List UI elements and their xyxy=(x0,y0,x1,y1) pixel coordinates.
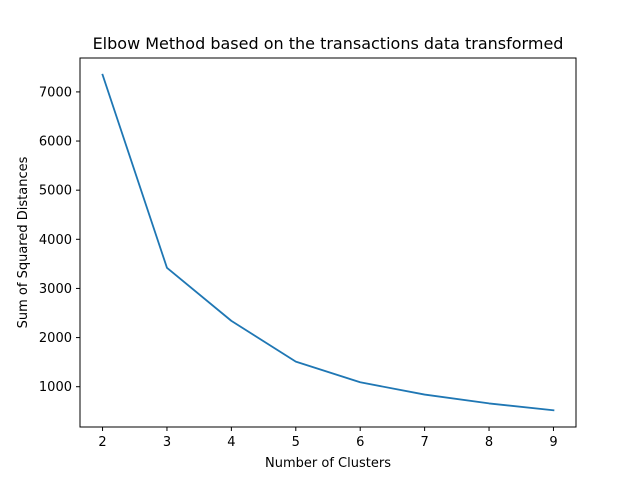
x-tick-label-8: 8 xyxy=(485,435,493,450)
y-axis: 1000 2000 3000 4000 5000 6000 7000 xyxy=(39,85,80,395)
data-point-8 xyxy=(487,401,491,405)
data-point-6 xyxy=(358,380,362,384)
data-point-5 xyxy=(294,360,298,364)
plot-frame xyxy=(79,57,577,428)
x-tick-label-7: 7 xyxy=(420,435,428,450)
plot-background xyxy=(80,58,576,427)
y-tick-label-4000: 4000 xyxy=(39,233,72,248)
series-layer xyxy=(101,73,555,412)
data-point-9 xyxy=(551,408,555,412)
y-tick-label-7000: 7000 xyxy=(39,85,72,100)
y-tick-label-2000: 2000 xyxy=(39,331,72,346)
y-tick-label-6000: 6000 xyxy=(39,135,72,150)
x-tick-label-4: 4 xyxy=(227,435,235,450)
data-point-7 xyxy=(423,393,427,397)
data-point-4 xyxy=(229,319,233,323)
x-axis-label: Number of Clusters xyxy=(265,456,391,471)
x-tick-label-6: 6 xyxy=(356,435,364,450)
plot-area xyxy=(79,57,577,428)
x-tick-label-3: 3 xyxy=(163,435,171,450)
x-tick-label-5: 5 xyxy=(292,435,300,450)
chart-title: Elbow Method based on the transactions d… xyxy=(93,34,564,53)
x-axis: 2 3 4 5 6 7 8 9 xyxy=(98,427,558,450)
data-point-3 xyxy=(165,266,169,270)
x-tick-label-2: 2 xyxy=(98,435,106,450)
x-tick-label-9: 9 xyxy=(549,435,557,450)
y-axis-label: Sum of Squared Distances xyxy=(16,156,31,328)
y-tick-label-5000: 5000 xyxy=(39,184,72,199)
data-point-2 xyxy=(101,73,105,77)
y-tick-label-1000: 1000 xyxy=(39,380,72,395)
y-tick-label-3000: 3000 xyxy=(39,282,72,297)
series-line-0 xyxy=(101,73,555,412)
